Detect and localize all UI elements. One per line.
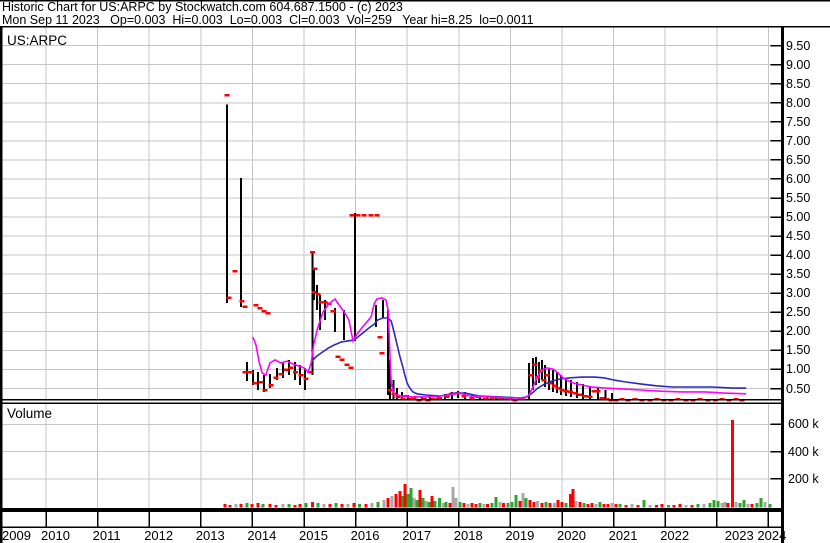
- volume-axis-label: 600 k: [788, 417, 819, 432]
- volume-axis-label: 200 k: [788, 471, 819, 486]
- price-axis-label: 6.00: [786, 171, 811, 186]
- price-axis-label: 9.00: [786, 57, 811, 72]
- symbol-label: US:ARPC: [7, 33, 68, 48]
- grid-lines: [2, 27, 779, 508]
- price-axis-label: 1.50: [786, 343, 811, 358]
- volume-bars: [223, 420, 772, 508]
- volume-panel-label: Volume: [7, 406, 53, 421]
- price-axis-label: 4.50: [786, 229, 811, 244]
- price-axis-label: 3.50: [786, 267, 811, 282]
- price-axis-label: 5.00: [786, 210, 811, 225]
- price-close-marks: [224, 93, 745, 402]
- ma-fast-magenta-line: [252, 296, 747, 399]
- year-axis-label: 2012: [144, 528, 174, 543]
- price-axis-label: 1.00: [786, 362, 811, 377]
- year-axis-label: 2009: [2, 528, 31, 543]
- axis-ticks: [45, 44, 781, 527]
- year-axis-label: 2023: [724, 528, 754, 543]
- price-axis-label: 5.50: [786, 191, 811, 205]
- year-axis-label: 2013: [195, 528, 225, 543]
- price-axis-label: 9.50: [786, 38, 811, 53]
- price-axis-label: 8.00: [786, 95, 811, 110]
- price-axis-label: 7.50: [786, 114, 811, 129]
- year-axis-label: 2016: [350, 528, 380, 543]
- price-axis-label: 0.50: [786, 381, 811, 396]
- year-axis-label: 2011: [92, 528, 121, 543]
- year-axis-label: 2022: [660, 528, 690, 543]
- price-axis-label: 4.00: [786, 248, 811, 263]
- price-axis-label: 8.50: [786, 76, 811, 91]
- year-axis-label: 2024: [757, 528, 787, 543]
- volume-axis-label: 400 k: [788, 444, 819, 459]
- price-axis-label: 6.50: [786, 152, 811, 167]
- year-axis-label: 2018: [453, 528, 483, 543]
- year-axis-label: 2017: [402, 528, 432, 543]
- price-axis-label: 2.00: [786, 324, 811, 339]
- year-axis-label: 2015: [299, 528, 328, 543]
- price-axis-label: 3.00: [786, 286, 811, 301]
- year-axis-label: 2010: [41, 528, 70, 543]
- price-hilo-bars: [226, 104, 614, 400]
- year-axis-label: 2014: [247, 528, 277, 543]
- price-axis-label: 2.50: [786, 305, 811, 320]
- price-axis-label: 7.00: [786, 133, 811, 148]
- year-axis-label: 2020: [557, 528, 586, 543]
- chart-title-line: Historic Chart for US:ARPC by Stockwatch…: [2, 0, 403, 14]
- ma-slow-blue-line: [310, 317, 747, 399]
- year-axis-label: 2021: [608, 528, 638, 543]
- year-axis-label: 2019: [505, 528, 535, 543]
- quote-summary-line: Mon Sep 11 2023 Op=0.003 Hi=0.003 Lo=0.0…: [2, 13, 534, 27]
